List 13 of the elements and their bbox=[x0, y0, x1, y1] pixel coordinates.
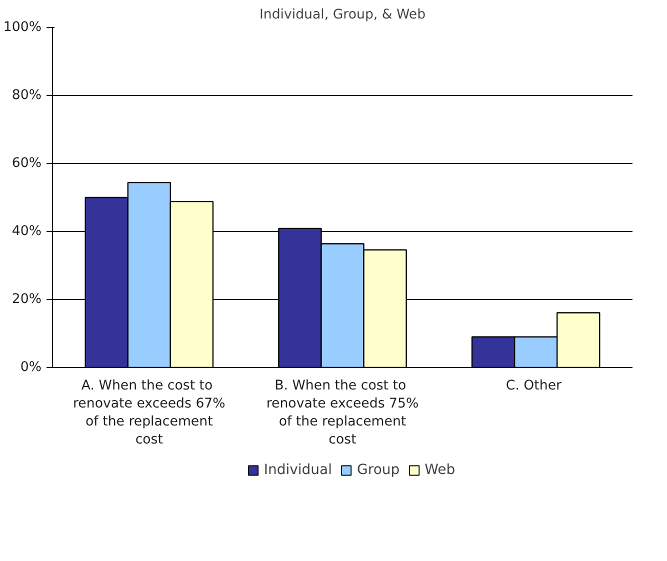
legend-label: Individual bbox=[264, 462, 332, 478]
y-tick-label: 80% bbox=[12, 88, 42, 103]
x-tick-label: B. When the cost to renovate exceeds 75% of the replacement cost bbox=[266, 378, 419, 448]
legend-label: Group bbox=[357, 462, 400, 478]
y-tick-label: 20% bbox=[12, 292, 42, 307]
y-tick-label: 60% bbox=[12, 156, 42, 171]
x-tick-label: A. When the cost to renovate exceeds 67% of the replacement cost bbox=[73, 378, 226, 448]
y-tick-label: 40% bbox=[12, 224, 42, 239]
chart-title: Individual, Group, & Web bbox=[259, 8, 426, 22]
legend-label: Web bbox=[424, 462, 456, 478]
x-tick-label: C. Other bbox=[506, 378, 562, 394]
y-tick-label: 100% bbox=[3, 20, 42, 35]
y-tick-label: 0% bbox=[20, 360, 42, 375]
